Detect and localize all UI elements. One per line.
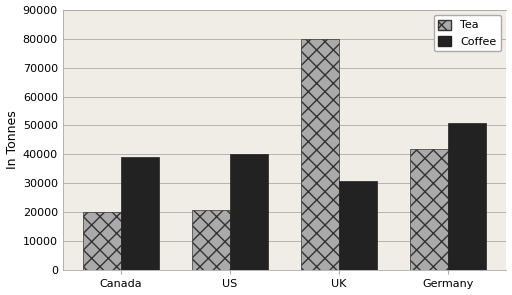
Bar [83, 212, 121, 271]
Bar [410, 149, 448, 271]
Bar [339, 181, 377, 271]
Bar [121, 157, 159, 271]
Bar [448, 123, 486, 271]
Legend: Tea, Coffee: Tea, Coffee [434, 15, 501, 51]
Bar [192, 209, 230, 271]
Y-axis label: In Tonnes: In Tonnes [6, 111, 18, 169]
Bar [230, 155, 268, 271]
Bar [301, 39, 339, 271]
